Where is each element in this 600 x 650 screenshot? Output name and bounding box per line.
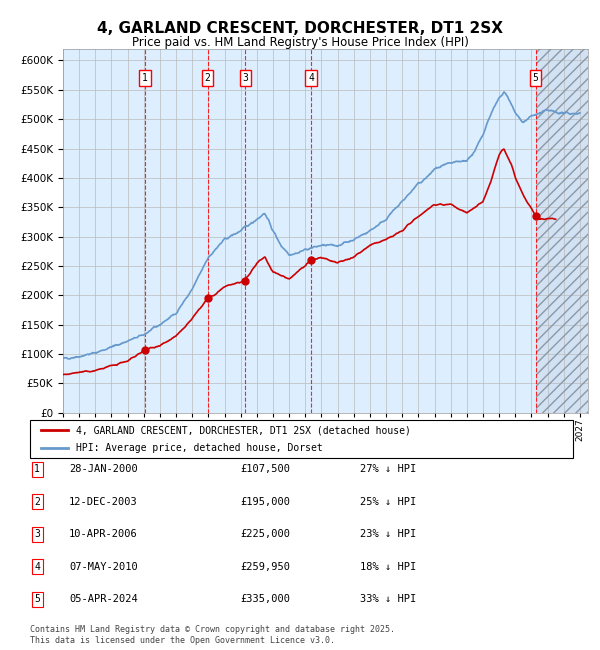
Text: 10-APR-2006: 10-APR-2006 [69, 529, 138, 539]
Text: 4, GARLAND CRESCENT, DORCHESTER, DT1 2SX (detached house): 4, GARLAND CRESCENT, DORCHESTER, DT1 2SX… [76, 426, 411, 436]
Text: £259,950: £259,950 [240, 562, 290, 572]
Text: £195,000: £195,000 [240, 497, 290, 507]
Text: Contains HM Land Registry data © Crown copyright and database right 2025.
This d: Contains HM Land Registry data © Crown c… [30, 625, 395, 645]
Text: 1: 1 [34, 464, 40, 474]
Text: 12-DEC-2003: 12-DEC-2003 [69, 497, 138, 507]
Text: 27% ↓ HPI: 27% ↓ HPI [360, 464, 416, 474]
Text: 25% ↓ HPI: 25% ↓ HPI [360, 497, 416, 507]
Text: 18% ↓ HPI: 18% ↓ HPI [360, 562, 416, 572]
Text: 05-APR-2024: 05-APR-2024 [69, 594, 138, 604]
Text: HPI: Average price, detached house, Dorset: HPI: Average price, detached house, Dors… [76, 443, 323, 453]
Text: 4, GARLAND CRESCENT, DORCHESTER, DT1 2SX: 4, GARLAND CRESCENT, DORCHESTER, DT1 2SX [97, 21, 503, 36]
Text: 4: 4 [308, 73, 314, 83]
Bar [536, 49, 588, 413]
Text: 3: 3 [34, 529, 40, 539]
Text: Price paid vs. HM Land Registry's House Price Index (HPI): Price paid vs. HM Land Registry's House … [131, 36, 469, 49]
Text: 4: 4 [34, 562, 40, 572]
Text: £107,500: £107,500 [240, 464, 290, 474]
Text: 33% ↓ HPI: 33% ↓ HPI [360, 594, 416, 604]
Text: 5: 5 [533, 73, 539, 83]
Text: 5: 5 [34, 594, 40, 604]
Text: 1: 1 [142, 73, 148, 83]
Text: 2: 2 [34, 497, 40, 507]
Text: £225,000: £225,000 [240, 529, 290, 539]
Text: 28-JAN-2000: 28-JAN-2000 [69, 464, 138, 474]
Text: 3: 3 [242, 73, 248, 83]
Text: £335,000: £335,000 [240, 594, 290, 604]
Bar [536, 49, 588, 413]
Text: 23% ↓ HPI: 23% ↓ HPI [360, 529, 416, 539]
Text: 07-MAY-2010: 07-MAY-2010 [69, 562, 138, 572]
FancyBboxPatch shape [30, 420, 573, 458]
Text: 2: 2 [205, 73, 211, 83]
